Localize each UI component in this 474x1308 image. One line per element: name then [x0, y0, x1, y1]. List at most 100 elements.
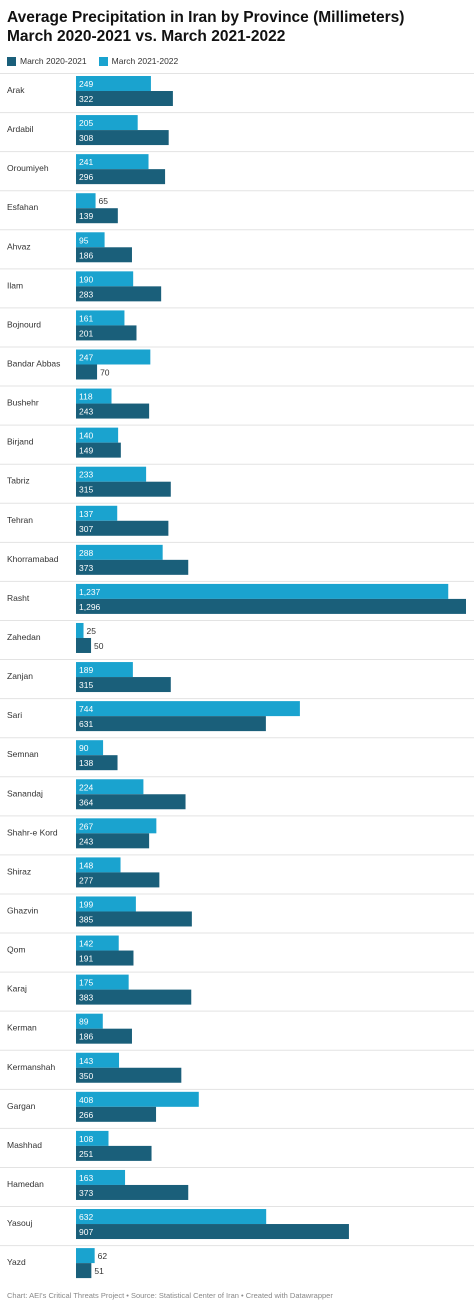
- chart-title-line2: March 2020-2021 vs. March 2021-2022: [7, 28, 286, 45]
- category-label-bojnourd: Bojnourd: [7, 319, 41, 329]
- bar-2020-21-mashhad: [76, 1145, 152, 1161]
- category-label-kermanshah: Kermanshah: [7, 1062, 55, 1072]
- bar-2020-21-birjand: [76, 442, 121, 458]
- value-label-2020-21-shiraz: 277: [79, 875, 93, 885]
- bar-2020-21-kerman: [76, 1028, 132, 1044]
- category-label-karaj: Karaj: [7, 984, 27, 994]
- legend-label-2020: March 2020-2021: [20, 56, 87, 66]
- bar-2021-22-esfahan: [76, 193, 96, 209]
- value-label-2020-21-bandar-abbas: 70: [100, 367, 110, 377]
- category-label-zanjan: Zanjan: [7, 671, 33, 681]
- value-label-2021-22-birjand: 140: [79, 431, 93, 441]
- bar-2021-22-rasht: [76, 583, 449, 599]
- bar-2020-21-rasht: [76, 598, 466, 614]
- value-label-2020-21-mashhad: 251: [79, 1149, 93, 1159]
- category-label-tabriz: Tabriz: [7, 476, 30, 486]
- bar-2020-21-yazd: [76, 1263, 92, 1279]
- bar-2020-21-hamedan: [76, 1184, 189, 1200]
- category-label-khorramabad: Khorramabad: [7, 554, 59, 564]
- value-label-2021-22-tabriz: 233: [79, 470, 93, 480]
- bar-2020-21-shahr-e-kord: [76, 833, 150, 849]
- category-label-qom: Qom: [7, 945, 25, 955]
- value-label-2020-21-ahvaz: 186: [79, 250, 93, 260]
- bar-2021-22-oroumiyeh: [76, 154, 149, 170]
- value-label-2020-21-ilam: 283: [79, 289, 93, 299]
- value-label-2021-22-oroumiyeh: 241: [79, 157, 93, 167]
- value-label-2020-21-sari: 631: [79, 719, 93, 729]
- value-label-2020-21-gargan: 266: [79, 1110, 93, 1120]
- value-label-2020-21-khorramabad: 373: [79, 563, 93, 573]
- bar-2021-22-tabriz: [76, 466, 147, 482]
- value-label-2021-22-ardabil: 205: [79, 118, 93, 128]
- chart-legend: March 2020-2021 March 2021-2022: [7, 55, 190, 67]
- value-label-2021-22-esfahan: 65: [99, 196, 109, 206]
- category-label-zahedan: Zahedan: [7, 632, 41, 642]
- bar-2021-22-hamedan: [76, 1169, 126, 1185]
- bar-2020-21-yasouj: [76, 1224, 349, 1240]
- bar-2020-21-tabriz: [76, 481, 171, 497]
- value-label-2021-22-ilam: 190: [79, 274, 93, 284]
- bar-2021-22-birjand: [76, 427, 119, 443]
- value-label-2021-22-gargan: 408: [79, 1095, 93, 1105]
- category-label-ardabil: Ardabil: [7, 124, 34, 134]
- value-label-2020-21-ardabil: 308: [79, 133, 93, 143]
- bar-2020-21-shiraz: [76, 872, 160, 888]
- value-label-2021-22-khorramabad: 288: [79, 548, 93, 558]
- value-label-2021-22-tehran: 137: [79, 509, 93, 519]
- value-label-2020-21-bushehr: 243: [79, 407, 93, 417]
- category-label-rasht: Rasht: [7, 593, 30, 603]
- category-label-esfahan: Esfahan: [7, 202, 38, 212]
- value-label-2020-21-tabriz: 315: [79, 485, 93, 495]
- category-label-arak: Arak: [7, 85, 25, 95]
- category-label-semnan: Semnan: [7, 749, 39, 759]
- bar-2020-21-semnan: [76, 755, 118, 771]
- value-label-2021-22-shahr-e-kord: 267: [79, 821, 93, 831]
- category-label-ghazvin: Ghazvin: [7, 905, 38, 915]
- bar-2021-22-kermanshah: [76, 1052, 120, 1068]
- value-label-2020-21-esfahan: 139: [79, 211, 93, 221]
- bar-2020-21-ghazvin: [76, 911, 192, 927]
- value-label-2021-22-yasouj: 632: [79, 1212, 93, 1222]
- bar-2021-22-sanandaj: [76, 779, 144, 795]
- value-label-2021-22-shiraz: 148: [79, 860, 93, 870]
- category-label-shahr-e-kord: Shahr-e Kord: [7, 827, 58, 837]
- bar-2021-22-ghazvin: [76, 896, 136, 912]
- value-label-2021-22-kermanshah: 143: [79, 1056, 93, 1066]
- value-label-2021-22-ahvaz: 95: [79, 235, 89, 245]
- value-label-2020-21-zanjan: 315: [79, 680, 93, 690]
- value-label-2021-22-qom: 142: [79, 939, 93, 949]
- value-label-2021-22-zahedan: 25: [87, 626, 97, 636]
- value-label-2021-22-mashhad: 108: [79, 1134, 93, 1144]
- category-label-ilam: Ilam: [7, 280, 23, 290]
- bar-2020-21-zanjan: [76, 677, 171, 693]
- bar-2020-21-bushehr: [76, 403, 150, 419]
- category-label-mashhad: Mashhad: [7, 1140, 42, 1150]
- bar-2021-22-bushehr: [76, 388, 112, 404]
- category-label-yazd: Yazd: [7, 1257, 26, 1267]
- value-label-2021-22-rasht: 1,237: [79, 587, 101, 597]
- bar-2021-22-karaj: [76, 974, 129, 990]
- category-label-sanandaj: Sanandaj: [7, 788, 43, 798]
- bar-2020-21-zahedan: [76, 637, 92, 653]
- bar-2020-21-kermanshah: [76, 1067, 182, 1083]
- bar-2021-22-mashhad: [76, 1130, 109, 1146]
- bar-2021-22-shahr-e-kord: [76, 818, 157, 834]
- bar-2020-21-ahvaz: [76, 247, 132, 263]
- category-label-birjand: Birjand: [7, 437, 34, 447]
- value-label-2020-21-shahr-e-kord: 243: [79, 836, 93, 846]
- value-label-2020-21-sanandaj: 364: [79, 797, 93, 807]
- legend-swatch-2021: [98, 56, 108, 66]
- category-label-gargan: Gargan: [7, 1101, 36, 1111]
- category-label-sari: Sari: [7, 710, 22, 720]
- bar-2020-21-ardabil: [76, 130, 169, 146]
- chart-title-line1: Average Precipitation in Iran by Provinc…: [7, 9, 405, 26]
- bar-2021-22-zahedan: [76, 622, 84, 638]
- bar-2021-22-qom: [76, 935, 119, 951]
- bar-2020-21-sari: [76, 716, 266, 732]
- bar-2020-21-gargan: [76, 1106, 157, 1122]
- bar-2020-21-bojnourd: [76, 325, 137, 341]
- chart-title: Average Precipitation in Iran by Provinc…: [7, 8, 467, 46]
- bar-2020-21-sanandaj: [76, 794, 186, 810]
- bar-2021-22-ahvaz: [76, 232, 105, 248]
